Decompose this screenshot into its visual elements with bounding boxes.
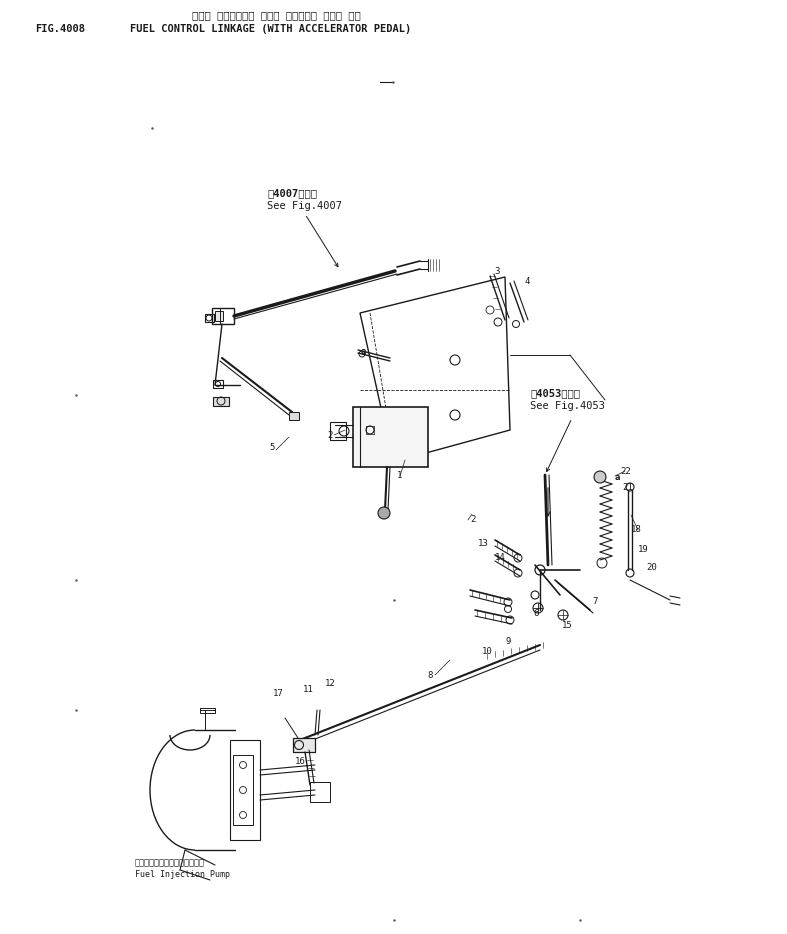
Circle shape <box>594 471 606 483</box>
Text: 16: 16 <box>294 757 305 767</box>
Text: 14: 14 <box>494 553 505 561</box>
Text: 21: 21 <box>623 484 634 492</box>
Text: 4: 4 <box>524 276 530 286</box>
Bar <box>310 782 330 802</box>
Text: 11: 11 <box>303 686 313 695</box>
Bar <box>353 407 428 467</box>
Bar <box>213 380 223 388</box>
Text: 22: 22 <box>621 466 631 475</box>
Text: 3: 3 <box>494 266 500 276</box>
Bar <box>212 308 234 324</box>
Text: Fuel Injection Pump: Fuel Injection Pump <box>135 870 230 879</box>
Text: 2: 2 <box>471 516 475 525</box>
Bar <box>289 412 299 420</box>
Bar <box>330 422 346 440</box>
Bar <box>215 311 223 321</box>
Text: 7: 7 <box>593 598 597 606</box>
Text: 6: 6 <box>534 608 538 617</box>
Text: 笥4053図参照: 笥4053図参照 <box>530 388 580 398</box>
Bar <box>205 314 214 322</box>
Text: 20: 20 <box>647 562 657 572</box>
Text: 笥4007図参照: 笥4007図参照 <box>267 188 317 198</box>
Text: フェルインジェクションポンプ: フェルインジェクションポンプ <box>135 858 205 867</box>
Text: 17: 17 <box>272 689 283 699</box>
Text: See Fig.4007: See Fig.4007 <box>267 201 342 211</box>
Text: フェル コントロール レバー （アクセル ペダル 付）: フェル コントロール レバー （アクセル ペダル 付） <box>192 10 360 20</box>
Circle shape <box>535 565 545 575</box>
Text: 8: 8 <box>427 671 433 680</box>
Text: FIG.4008: FIG.4008 <box>35 24 85 34</box>
Text: 19: 19 <box>637 545 648 555</box>
Text: 2: 2 <box>327 431 333 440</box>
Text: 5: 5 <box>269 444 275 452</box>
Text: 1: 1 <box>397 472 403 480</box>
Text: See Fig.4053: See Fig.4053 <box>530 401 605 411</box>
Circle shape <box>378 507 390 519</box>
Text: a: a <box>615 473 619 482</box>
Text: a: a <box>360 347 366 357</box>
Text: 13: 13 <box>478 539 489 547</box>
Text: 18: 18 <box>630 526 641 534</box>
Bar <box>233 755 253 825</box>
Text: 10: 10 <box>482 646 493 656</box>
Text: 12: 12 <box>324 678 335 687</box>
Bar <box>293 738 315 752</box>
Text: 15: 15 <box>562 620 572 630</box>
Bar <box>213 397 229 406</box>
Bar <box>200 708 215 713</box>
Text: 9: 9 <box>505 636 511 645</box>
Polygon shape <box>360 277 510 462</box>
Text: FUEL CONTROL LINKAGE (WITH ACCELERATOR PEDAL): FUEL CONTROL LINKAGE (WITH ACCELERATOR P… <box>130 24 412 34</box>
Bar <box>230 740 260 840</box>
